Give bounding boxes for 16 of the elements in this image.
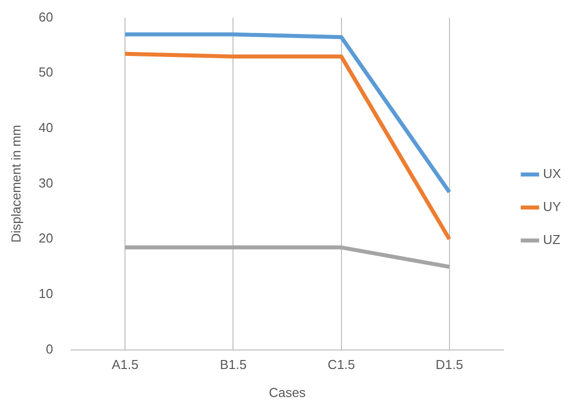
y-tick-label: 60 xyxy=(38,9,54,24)
y-axis-title: Displacement in mm xyxy=(8,124,24,243)
x-axis-title: Cases xyxy=(268,384,306,400)
y-tick-label: 50 xyxy=(38,64,54,80)
y-tick-label: 20 xyxy=(38,230,54,246)
legend-label: UZ xyxy=(542,232,560,248)
y-tick-label: 10 xyxy=(38,286,54,302)
y-tick-label: 30 xyxy=(38,175,54,190)
legend-label: UY xyxy=(542,199,562,214)
x-tick-label: A1.5 xyxy=(112,357,138,372)
x-tick-label: D1.5 xyxy=(436,357,464,372)
legend-label: UX xyxy=(542,166,562,182)
x-tick-label: C1.5 xyxy=(328,357,356,372)
y-tick-label: 0 xyxy=(46,341,54,356)
x-tick-label: B1.5 xyxy=(220,357,247,372)
y-tick-label: 40 xyxy=(38,120,54,136)
